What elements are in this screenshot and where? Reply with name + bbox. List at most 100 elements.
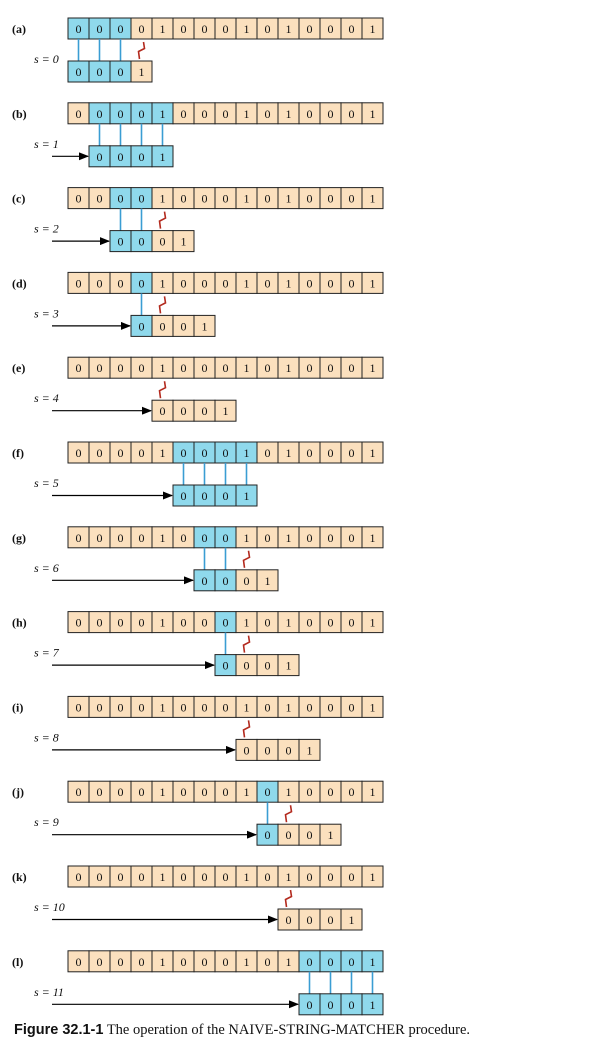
text-cell-value: 0: [76, 107, 82, 121]
text-cell-value: 1: [370, 107, 376, 121]
text-cell-value: 1: [160, 955, 166, 969]
text-cell: 0: [88, 865, 111, 888]
text-cell: 0: [88, 780, 111, 803]
pattern-cell: 1: [151, 145, 174, 168]
text-cell-value: 0: [328, 785, 334, 799]
panel-g: (g) s = 6 0 0 0 0 1 0 0 0 1 0 1 0 0 0 1 0 0 0 1: [12, 526, 384, 592]
shift-label: s = 2: [34, 222, 59, 236]
text-cell: 0: [88, 356, 111, 379]
panel-label: (c): [12, 192, 25, 206]
text-cell-value: 0: [181, 955, 187, 969]
text-cell-value: 0: [139, 22, 145, 36]
pattern-cell-value: 1: [265, 574, 271, 588]
text-cell: 1: [235, 441, 258, 464]
text-cell: 0: [172, 356, 195, 379]
text-cell: 0: [88, 271, 111, 294]
panel-j: (j) s = 9 0 0 0 0 1 0 0 0 1 0 1 0 0 0 1 0 0 0 1: [12, 780, 384, 846]
text-cell-value: 1: [286, 22, 292, 36]
text-cell: 0: [256, 865, 279, 888]
pattern-cell-value: 0: [286, 913, 292, 927]
pattern-cell-value: 0: [202, 404, 208, 418]
pattern-row: 0 0 0 1: [109, 230, 195, 253]
text-cell: 0: [172, 526, 195, 549]
panel-label: (j): [12, 785, 24, 799]
pattern-cell-value: 0: [244, 743, 250, 757]
text-cell-value: 1: [370, 955, 376, 969]
text-cell-value: 0: [118, 107, 124, 121]
text-cell-value: 0: [202, 107, 208, 121]
pattern-cell: 0: [130, 145, 153, 168]
text-cell: 1: [235, 611, 258, 634]
pattern-cell-value: 0: [139, 235, 145, 249]
text-cell: 1: [361, 102, 384, 125]
panel-h: (h) s = 7 0 0 0 0 1 0 0 0 1 0 1 0 0 0 1 0 0 0 1: [12, 611, 384, 677]
text-cell: 0: [172, 441, 195, 464]
pattern-cell: 0: [88, 60, 111, 83]
text-cell: 1: [235, 865, 258, 888]
text-cell: 0: [256, 695, 279, 718]
pattern-cell: 0: [193, 484, 216, 507]
text-cell-value: 1: [244, 955, 250, 969]
text-cell: 1: [151, 17, 174, 40]
text-cell: 1: [277, 780, 300, 803]
text-cell-value: 0: [307, 107, 313, 121]
text-cell-box: [361, 865, 384, 888]
text-cell: 0: [109, 526, 132, 549]
pattern-cell: 0: [109, 145, 132, 168]
text-cell-value: 0: [97, 616, 103, 630]
text-cell-value: 0: [181, 446, 187, 460]
text-cell: 0: [109, 17, 132, 40]
text-cell-value: 0: [328, 446, 334, 460]
text-cell-value: 1: [244, 700, 250, 714]
pattern-cell: 0: [319, 993, 342, 1016]
text-cell-value: 1: [160, 785, 166, 799]
pattern-cell: 0: [172, 399, 195, 422]
text-cell-value: 1: [160, 616, 166, 630]
pattern-cell-value: 0: [202, 489, 208, 503]
pattern-cell: 0: [88, 145, 111, 168]
panel-f: (f) s = 5 0 0 0 0 1 0 0 0 1 0 1 0 0 0 1 0 0 0 1: [12, 441, 384, 507]
text-cell: 0: [256, 780, 279, 803]
text-cell-value: 0: [118, 361, 124, 375]
pattern-row: 0 0 0 1: [193, 569, 279, 592]
text-cell: 0: [298, 950, 321, 973]
text-cell-value: 1: [286, 361, 292, 375]
text-cell-box: [361, 780, 384, 803]
text-row: 0 0 0 0 1 0 0 0 1 0 1 0 0 0 1: [67, 17, 384, 40]
text-cell: 0: [340, 526, 363, 549]
text-cell-value: 1: [370, 870, 376, 884]
pattern-cell-value: 0: [139, 150, 145, 164]
text-cell: 0: [193, 187, 216, 210]
text-cell: 0: [172, 611, 195, 634]
pattern-row: 0 0 0 1: [298, 993, 384, 1016]
text-cell: 0: [214, 611, 237, 634]
pattern-cell: 0: [256, 654, 279, 677]
text-cell-value: 0: [328, 107, 334, 121]
text-cell-value: 0: [349, 531, 355, 545]
text-cell: 0: [256, 441, 279, 464]
pattern-cell: 1: [340, 908, 363, 931]
text-cell: 0: [109, 187, 132, 210]
pattern-cell-value: 0: [160, 235, 166, 249]
text-cell-value: 1: [244, 361, 250, 375]
text-cell: 1: [361, 950, 384, 973]
text-cell-value: 0: [139, 192, 145, 206]
text-cell: 0: [130, 611, 153, 634]
mismatch-marker: [242, 635, 251, 653]
pattern-cell-box: [235, 484, 258, 507]
text-cell: 0: [109, 441, 132, 464]
text-cell: 0: [130, 865, 153, 888]
text-cell-value: 0: [328, 22, 334, 36]
text-cell: 0: [256, 17, 279, 40]
text-cell-value: 0: [328, 361, 334, 375]
shift-label: s = 10: [34, 900, 65, 914]
panel-label: (a): [12, 22, 26, 36]
text-cell-value: 0: [202, 700, 208, 714]
text-cell-value: 1: [160, 531, 166, 545]
pattern-cell: 0: [235, 738, 258, 761]
text-cell-value: 0: [139, 785, 145, 799]
text-cell-value: 1: [370, 276, 376, 290]
pattern-cell-box: [340, 908, 363, 931]
pattern-cell: 0: [130, 314, 153, 337]
panel-l: (l) s = 11 0 0 0 0 1 0 0 0 1 0 1 0 0 0 1 0 0 0 1: [12, 950, 384, 1016]
